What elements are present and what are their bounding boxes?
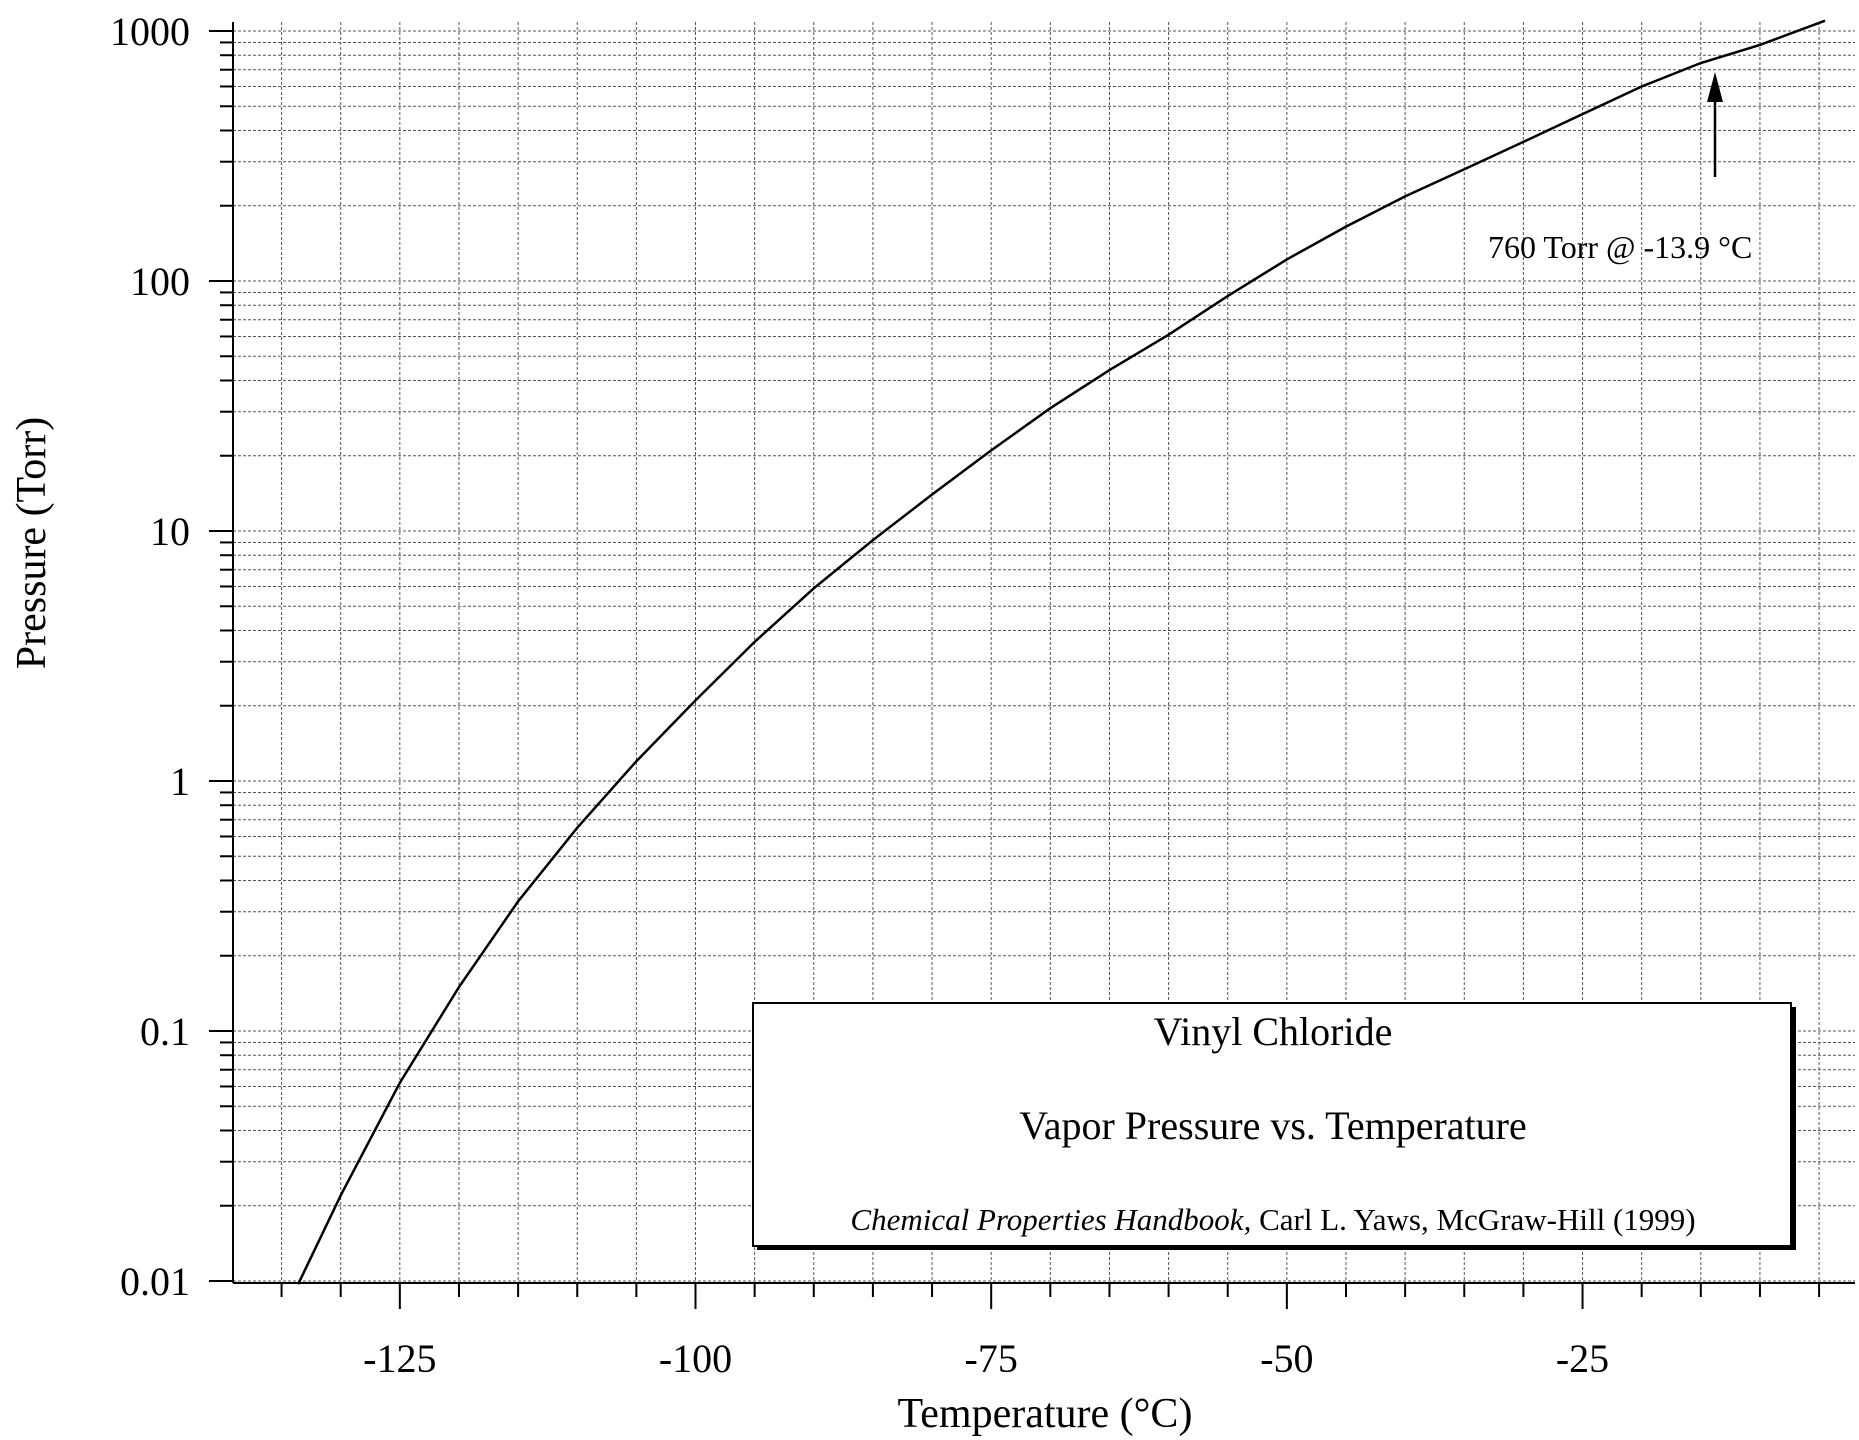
x-tick-label: -100	[659, 1336, 732, 1381]
y-tick-label: 0.01	[120, 1259, 190, 1304]
chart-info-box: Vinyl Chloride Vapor Pressure vs. Temper…	[752, 1002, 1796, 1250]
annotation-760-torr: 760 Torr @ -13.9 °C	[1488, 72, 1752, 265]
y-tick-label: 1000	[110, 9, 190, 54]
y-tick-label: 10	[150, 509, 190, 554]
axes	[232, 22, 1855, 1284]
citation-book-title: Chemical Properties Handbook,	[850, 1202, 1251, 1237]
info-box-citation: Chemical Properties Handbook, Carl L. Ya…	[850, 1202, 1695, 1237]
x-axis-title: Temperature (°C)	[898, 1391, 1193, 1437]
y-tick-label: 100	[130, 259, 190, 304]
series	[296, 19, 1826, 1285]
y-tick-label: 1	[170, 759, 190, 804]
x-tick-label: -75	[965, 1336, 1018, 1381]
y-axis-ticks: 0.01 0.1 1 10 100 1000	[110, 9, 233, 1304]
annotation-arrow-head	[1707, 72, 1723, 102]
vapor-pressure-curve	[296, 19, 1826, 1285]
y-axis-title: Pressure (Torr)	[9, 417, 55, 669]
info-box-frame	[752, 1002, 1792, 1247]
annotation-label: 760 Torr @ -13.9 °C	[1488, 229, 1752, 265]
citation-author: Carl L. Yaws, McGraw-Hill (1999)	[1251, 1202, 1695, 1237]
info-box-title: Vinyl Chloride	[1154, 1009, 1393, 1054]
info-box-subtitle: Vapor Pressure vs. Temperature	[1019, 1103, 1526, 1148]
x-tick-label: -125	[363, 1336, 436, 1381]
y-tick-label: 0.1	[140, 1009, 190, 1054]
x-axis-ticks: -125 -100 -75 -50 -25	[280, 1283, 1821, 1381]
x-tick-label: -50	[1260, 1336, 1313, 1381]
x-tick-label: -25	[1556, 1336, 1609, 1381]
